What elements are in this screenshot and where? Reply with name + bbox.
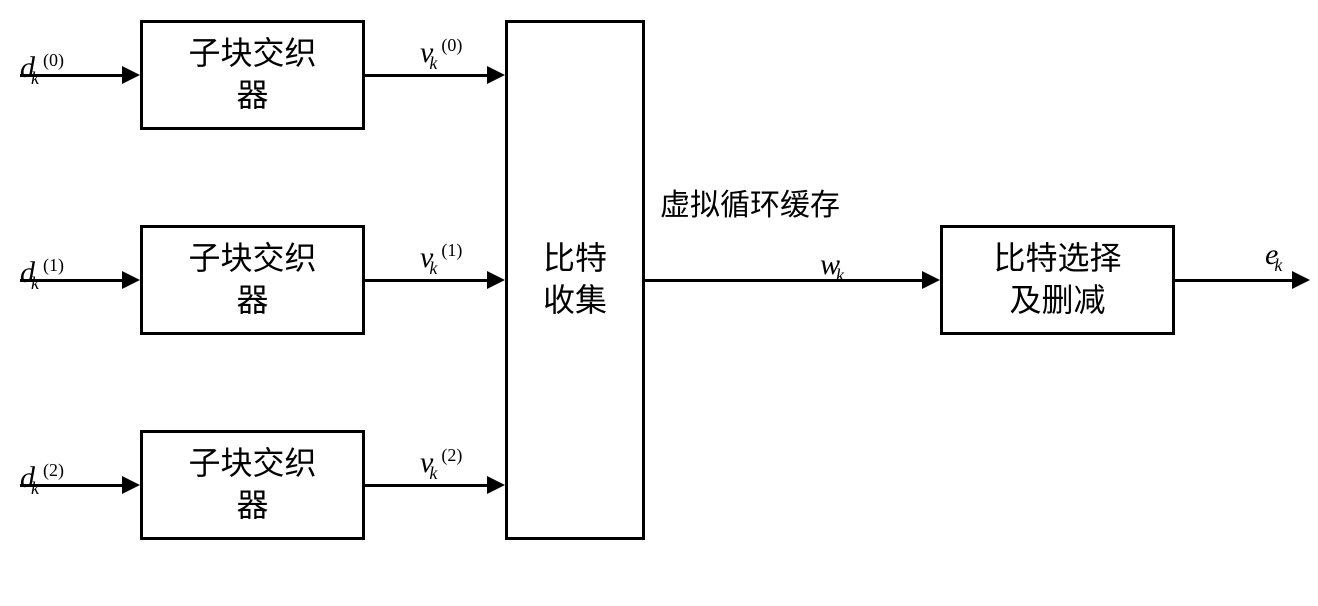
label-v2-sup: (2)	[441, 445, 462, 465]
arrow-line-a_v1	[365, 279, 487, 282]
interleaver-2-block: 子块交织器	[140, 430, 365, 540]
arrow-head-a_v0	[487, 66, 505, 84]
arrow-head-a_d1	[122, 271, 140, 289]
arrow-line-a_ek	[1175, 279, 1292, 282]
label-d2-sub: k	[31, 478, 39, 498]
arrow-line-a_d1	[20, 279, 122, 282]
arrow-head-a_ek	[1292, 271, 1310, 289]
label-v2: vk(2)	[420, 445, 462, 484]
label-wk-sub: k	[836, 265, 844, 285]
arrow-head-a_d2	[122, 476, 140, 494]
arrow-head-a_v2	[487, 476, 505, 494]
bit-collect-block: 比特收集	[505, 20, 645, 540]
label-ek: ek	[1265, 238, 1286, 276]
virtual-buffer-annotation: 虚拟循环缓存	[660, 180, 840, 224]
arrow-head-a_v1	[487, 271, 505, 289]
arrow-line-a_v2	[365, 484, 487, 487]
label-d1-sup: (1)	[43, 255, 64, 275]
arrow-line-a_wk	[645, 279, 922, 282]
label-d0: dk(0)	[20, 50, 64, 89]
label-v1-sup: (1)	[441, 240, 462, 260]
label-v1-sub: k	[429, 258, 437, 278]
interleaver-2-text: 子块交织器	[188, 443, 316, 526]
label-v0-sub: k	[429, 53, 437, 73]
interleaver-0-block: 子块交织器	[140, 20, 365, 130]
bit-collect-text: 比特收集	[543, 238, 607, 321]
label-v0: vk(0)	[420, 35, 462, 74]
interleaver-1-block: 子块交织器	[140, 225, 365, 335]
arrow-line-a_v0	[365, 74, 487, 77]
label-d1-sub: k	[31, 273, 39, 293]
label-d1: dk(1)	[20, 255, 64, 294]
label-ek-sub: k	[1274, 255, 1282, 275]
arrow-head-a_d0	[122, 66, 140, 84]
label-d0-sup: (0)	[43, 50, 64, 70]
label-v0-sup: (0)	[441, 35, 462, 55]
bit-select-text: 比特选择及删减	[993, 238, 1121, 321]
arrow-line-a_d0	[20, 74, 122, 77]
interleaver-0-text: 子块交织器	[188, 33, 316, 116]
label-v1: vk(1)	[420, 240, 462, 279]
arrow-line-a_d2	[20, 484, 122, 487]
bit-select-block: 比特选择及删减	[940, 225, 1175, 335]
arrow-head-a_wk	[922, 271, 940, 289]
label-d2: dk(2)	[20, 460, 64, 499]
label-v2-sub: k	[429, 463, 437, 483]
label-d2-sup: (2)	[43, 460, 64, 480]
label-d0-sub: k	[31, 68, 39, 88]
interleaver-1-text: 子块交织器	[188, 238, 316, 321]
